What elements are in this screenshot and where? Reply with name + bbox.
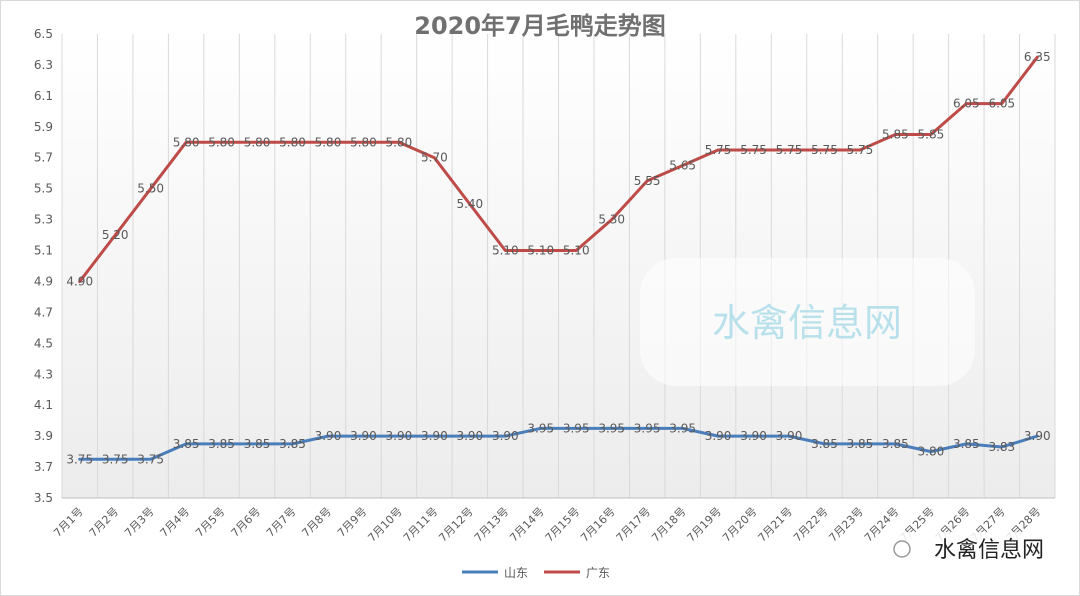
watermark-text: 水禽信息网 <box>712 301 902 345</box>
y-tick-label: 4.9 <box>34 274 53 288</box>
data-label: 5.50 <box>137 182 164 196</box>
data-label: 3.85 <box>882 437 909 451</box>
data-label: 3.85 <box>244 437 271 451</box>
data-label: 5.85 <box>918 128 945 142</box>
series-line-1 <box>78 55 1039 283</box>
chart-title: 2020年7月毛鸭走势图 <box>414 12 666 40</box>
y-tick-label: 3.7 <box>34 460 53 474</box>
y-tick-label: 6.1 <box>34 89 53 103</box>
data-label: 5.80 <box>208 135 235 149</box>
y-tick-label: 5.9 <box>34 120 53 134</box>
data-label: 3.90 <box>456 429 483 443</box>
data-label: 5.10 <box>492 244 519 258</box>
data-label: 6.05 <box>988 97 1015 111</box>
series-line-0 <box>78 426 1039 461</box>
data-label: 5.40 <box>456 197 483 211</box>
footer-watermark: 水禽信息网 <box>893 532 1056 566</box>
data-label: 3.90 <box>315 429 342 443</box>
data-label: 5.80 <box>244 135 271 149</box>
data-label: 5.10 <box>527 244 554 258</box>
data-label: 5.10 <box>563 244 590 258</box>
data-label: 5.75 <box>847 143 874 157</box>
y-tick-label: 5.1 <box>34 244 53 258</box>
data-label: 3.75 <box>102 452 129 466</box>
data-label: 5.80 <box>386 135 413 149</box>
legend: 山东 广东 <box>462 566 610 580</box>
data-label: 5.70 <box>421 151 448 165</box>
data-label: 5.80 <box>279 135 306 149</box>
legend-label: 山东 <box>504 566 528 580</box>
data-label: 3.85 <box>811 437 838 451</box>
data-label: 3.95 <box>634 421 661 435</box>
data-label: 5.55 <box>634 174 661 188</box>
data-label: 5.80 <box>350 135 377 149</box>
y-tick-label: 6.5 <box>34 27 53 41</box>
y-tick-label: 6.3 <box>34 58 53 72</box>
y-tick-label: 4.1 <box>34 398 53 412</box>
data-label: 5.80 <box>315 135 342 149</box>
data-label: 6.35 <box>1024 50 1051 64</box>
data-label: 4.90 <box>66 274 93 288</box>
footer-watermark-text: 水禽信息网 <box>934 538 1044 563</box>
data-label: 3.90 <box>386 429 413 443</box>
data-label: 3.90 <box>705 429 732 443</box>
data-label: 3.95 <box>527 421 554 435</box>
watermark-box <box>640 258 975 386</box>
data-label: 3.83 <box>988 440 1015 454</box>
data-label: 3.95 <box>563 421 590 435</box>
data-label: 5.85 <box>882 128 909 142</box>
data-label: 5.30 <box>598 213 625 227</box>
data-label: 6.05 <box>953 97 980 111</box>
data-label: 3.75 <box>137 452 164 466</box>
data-label: 3.95 <box>598 421 625 435</box>
y-tick-label: 5.7 <box>34 151 53 165</box>
y-tick-label: 4.5 <box>34 336 53 350</box>
data-label: 3.85 <box>847 437 874 451</box>
footer-watermark-box <box>896 532 1056 566</box>
series-group <box>78 55 1039 461</box>
data-label: 3.95 <box>669 421 696 435</box>
data-label: 3.90 <box>492 429 519 443</box>
watermark: 水禽信息网 <box>640 258 975 386</box>
data-label: 3.75 <box>66 452 93 466</box>
data-label: 5.75 <box>776 143 803 157</box>
data-label: 3.85 <box>208 437 235 451</box>
legend-label: 广东 <box>586 566 610 580</box>
data-label: 5.80 <box>173 135 200 149</box>
data-label: 3.85 <box>279 437 306 451</box>
y-tick-label: 3.5 <box>34 491 53 505</box>
data-label: 3.90 <box>740 429 767 443</box>
data-label: 3.90 <box>776 429 803 443</box>
data-label: 5.75 <box>811 143 838 157</box>
data-label: 5.20 <box>102 228 129 242</box>
y-tick-label: 5.3 <box>34 213 53 227</box>
y-tick-label: 4.3 <box>34 367 53 381</box>
data-label: 5.75 <box>740 143 767 157</box>
data-label: 3.90 <box>350 429 377 443</box>
y-axis-ticks: 3.5 3.7 3.9 4.1 4.3 4.5 4.7 4.9 5.1 5.3 5.5 5.7 5.9 6… <box>34 27 53 505</box>
y-tick-label: 4.7 <box>34 305 53 319</box>
data-label: 5.75 <box>705 143 732 157</box>
data-label: 3.80 <box>918 445 945 459</box>
data-label: 3.85 <box>173 437 200 451</box>
data-label: 3.90 <box>421 429 448 443</box>
y-tick-label: 3.9 <box>34 429 53 443</box>
data-labels: 3.75 3.75 3.75 3.85 3.85 3.85 3.85 3.90 3.90 3.90… <box>66 50 1050 466</box>
data-label: 5.65 <box>669 158 696 172</box>
data-label: 3.90 <box>1024 429 1051 443</box>
wechat-icon <box>893 540 911 558</box>
y-tick-label: 5.5 <box>34 182 53 196</box>
data-label: 3.85 <box>953 437 980 451</box>
